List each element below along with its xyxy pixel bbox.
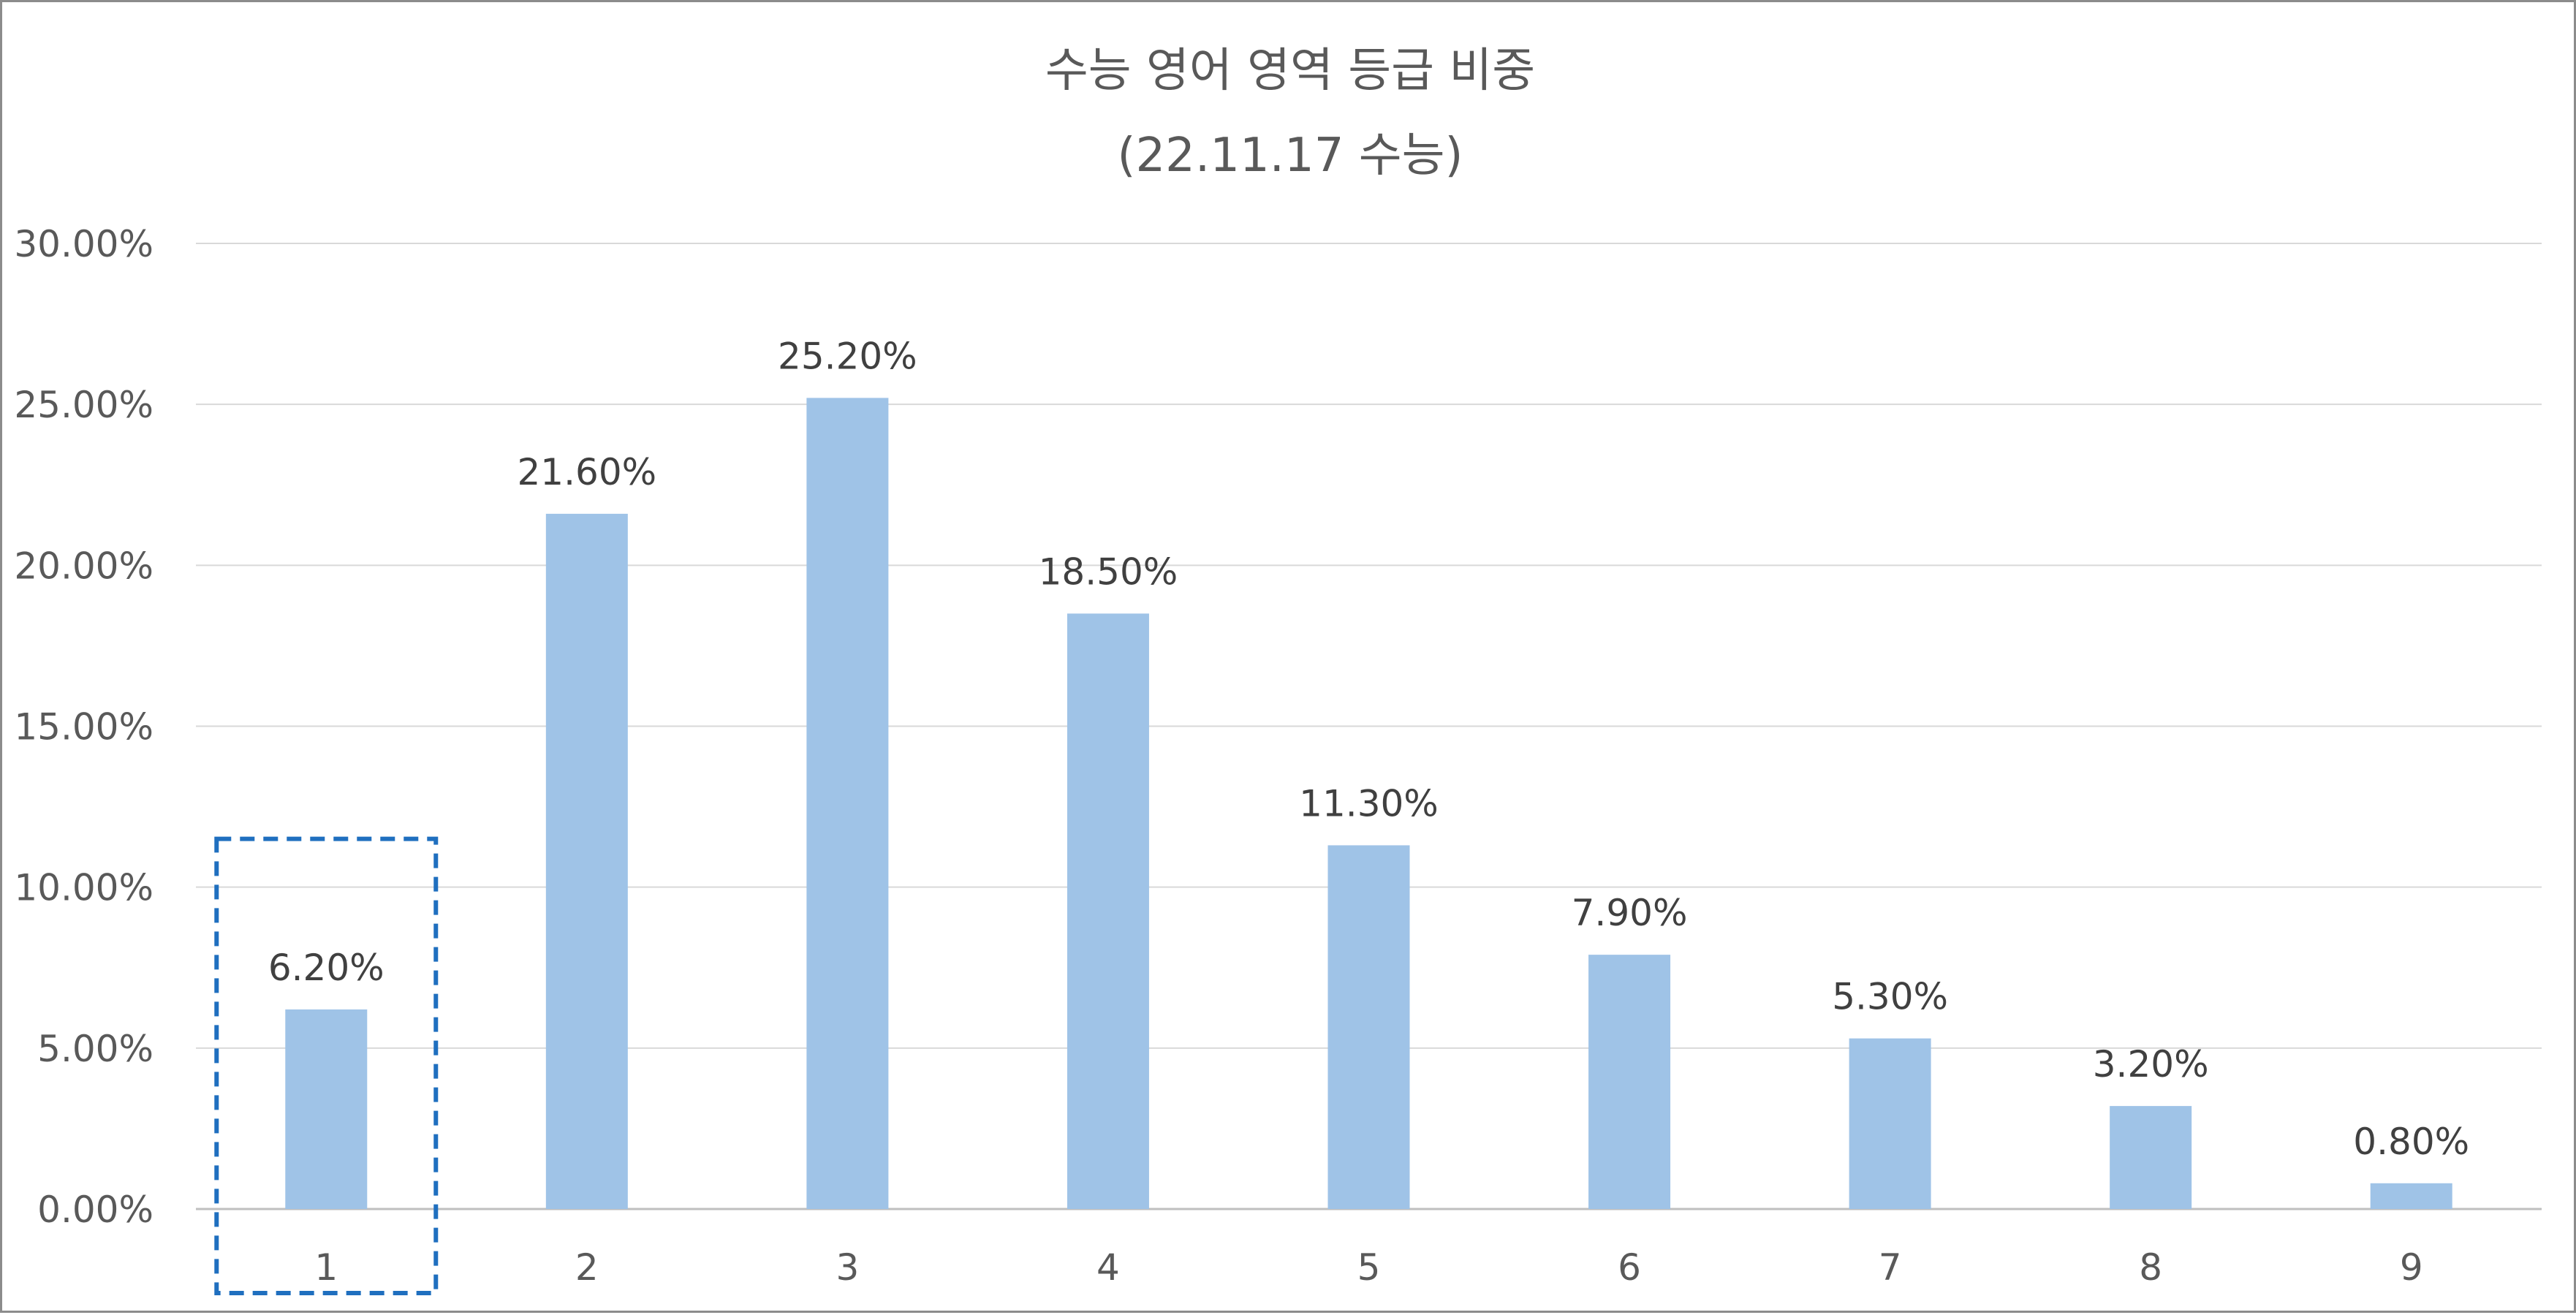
bar xyxy=(2110,1106,2192,1209)
data-label: 6.20% xyxy=(268,947,384,989)
data-label: 11.30% xyxy=(1299,782,1439,825)
x-tick-label: 1 xyxy=(314,1246,338,1289)
data-label: 18.50% xyxy=(1039,550,1178,593)
data-label: 21.60% xyxy=(518,451,657,493)
y-tick-label: 30.00% xyxy=(14,223,154,265)
x-tick-label: 7 xyxy=(1879,1246,1902,1289)
y-tick-label: 15.00% xyxy=(14,706,154,749)
bar xyxy=(285,1009,368,1209)
y-tick-label: 10.00% xyxy=(14,867,154,909)
bar xyxy=(1588,955,1671,1209)
data-label: 3.20% xyxy=(2093,1043,2209,1085)
y-tick-label: 25.00% xyxy=(14,384,154,426)
data-label: 7.90% xyxy=(1572,892,1688,934)
bar xyxy=(545,513,628,1209)
data-label: 0.80% xyxy=(2353,1121,2469,1163)
bar xyxy=(1067,613,1149,1209)
bar xyxy=(1327,845,1410,1209)
y-tick-label: 0.00% xyxy=(37,1189,154,1231)
bar xyxy=(2370,1183,2452,1209)
x-tick-label: 5 xyxy=(1357,1246,1381,1289)
bar xyxy=(1849,1038,1931,1209)
x-tick-label: 2 xyxy=(575,1246,599,1289)
chart-title: 수능 영어 영역 등급 비중 xyxy=(1045,44,1536,98)
bar xyxy=(806,398,889,1209)
highlight-box xyxy=(214,836,439,1296)
data-label: 25.20% xyxy=(778,335,917,377)
y-tick-label: 20.00% xyxy=(14,545,154,587)
chart-subtitle: (22.11.17 수능) xyxy=(1117,129,1463,183)
x-tick-label: 4 xyxy=(1096,1246,1120,1289)
data-label: 5.30% xyxy=(1832,976,1948,1018)
x-tick-label: 8 xyxy=(2139,1246,2162,1289)
x-tick-label: 9 xyxy=(2400,1246,2423,1289)
x-tick-label: 6 xyxy=(1618,1246,1641,1289)
y-tick-label: 5.00% xyxy=(37,1028,154,1070)
x-tick-label: 3 xyxy=(836,1246,859,1289)
